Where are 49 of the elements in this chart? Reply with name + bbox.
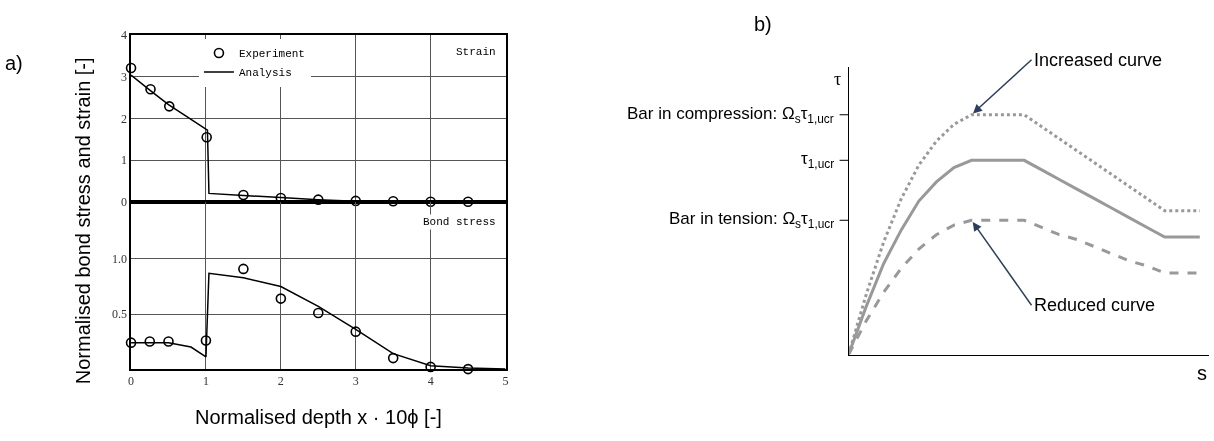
point <box>312 307 324 319</box>
y-tick-label: 1.0 <box>111 252 127 267</box>
point <box>125 62 137 74</box>
x-tick-label: 2 <box>277 374 284 389</box>
point <box>163 336 174 347</box>
y-tick-label: 1 <box>120 153 127 168</box>
point <box>350 326 362 337</box>
text: Bar in compression: Ω$_{s}$τ$_{1,ucr}$ <box>627 104 834 126</box>
point <box>145 84 156 95</box>
x-tick-label: 3 <box>352 374 359 389</box>
y-tick-label: 2 <box>120 111 127 126</box>
point <box>462 196 474 208</box>
point <box>163 101 175 112</box>
point <box>425 361 436 373</box>
point <box>275 293 287 304</box>
point <box>144 336 156 347</box>
legend-label: Experiment <box>238 48 305 61</box>
x-axis-title: s <box>1197 362 1207 384</box>
x-tick-label: 1 <box>202 374 209 389</box>
text: Bar in tension: Ω$_{s}$ <box>669 209 802 231</box>
y-axis-title: Normalised bond stress and strain [-] <box>72 57 95 385</box>
text: Strain <box>456 46 496 58</box>
text: τ$_{1,ucr}$ <box>801 149 835 171</box>
y-tick-label: 4 <box>120 28 127 43</box>
y-tick-label: 0.5 <box>111 307 127 322</box>
text: b) <box>754 13 772 35</box>
y-tick-label: 3 <box>120 70 127 85</box>
point <box>200 335 212 346</box>
text: τ$_{1,ucr}$ <box>801 209 835 231</box>
point <box>350 195 362 207</box>
point <box>462 363 474 375</box>
point <box>387 195 399 207</box>
point <box>238 263 249 275</box>
point <box>238 189 249 201</box>
legend-label: Analysis <box>238 67 292 80</box>
point <box>125 337 137 348</box>
text: Bond stress <box>423 216 496 228</box>
x-tick-label: 4 <box>427 374 434 389</box>
point <box>387 352 399 364</box>
x-tick-label: 5 <box>502 374 509 389</box>
point <box>312 194 324 205</box>
point <box>201 131 212 143</box>
text: Increased curve <box>1034 50 1163 70</box>
y-tick-label: 0 <box>120 194 127 209</box>
y-axis-title: τ <box>834 69 842 89</box>
x-axis-title: Normalised depth x · 10ϕ [-] <box>195 406 442 428</box>
text: a) <box>5 52 23 74</box>
point <box>425 196 436 208</box>
series-label: Reduced curve <box>1034 295 1156 315</box>
